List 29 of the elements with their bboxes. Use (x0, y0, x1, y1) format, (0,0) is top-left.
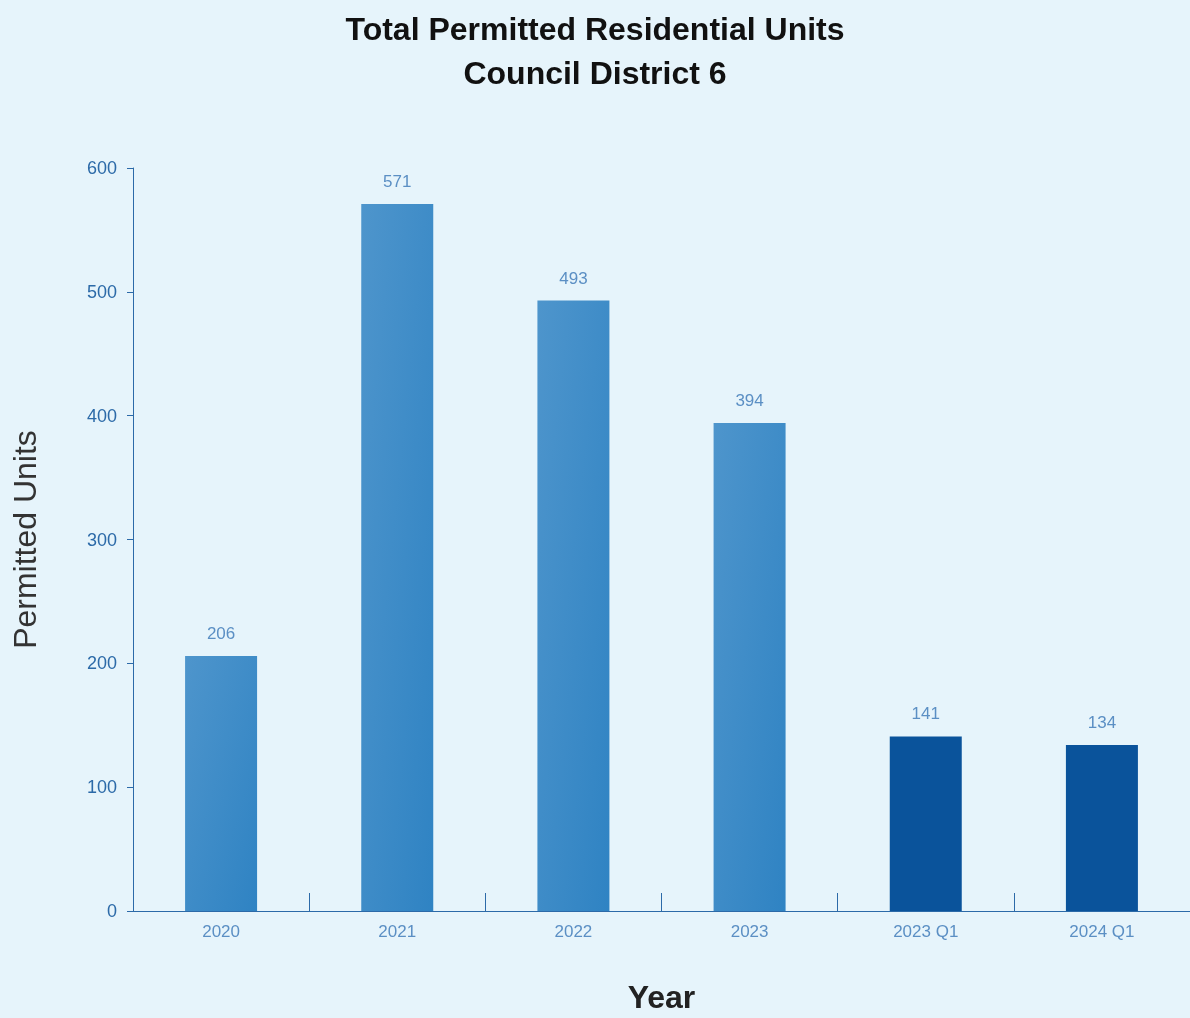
data-label: 206 (206, 623, 236, 643)
y-tick-label: 200 (86, 653, 117, 674)
x-tick-label: 2021 (378, 922, 417, 941)
data-label: 134 (1087, 713, 1117, 733)
x-tick-label: 2023 Q1 (893, 922, 959, 941)
data-label: 141 (911, 704, 940, 724)
y-tick-label: 300 (86, 529, 117, 550)
bar (713, 423, 786, 911)
bar (361, 203, 434, 911)
y-tick-label: 600 (86, 158, 117, 178)
bar (537, 300, 610, 911)
x-axis-title: Year (627, 979, 696, 1015)
bar (1065, 745, 1138, 911)
x-tick-label: 2023 (730, 922, 769, 941)
y-tick-label: 400 (86, 405, 117, 426)
chart-title: Total Permitted Residential Units (345, 11, 845, 47)
y-tick-label: 100 (86, 777, 117, 798)
data-label: 571 (383, 171, 412, 191)
bar (889, 736, 962, 911)
x-tick-label: 2024 Q1 (1069, 922, 1135, 941)
chart-subtitle: Council District 6 (463, 55, 727, 91)
data-label: 493 (559, 268, 588, 288)
y-tick-label: 0 (106, 901, 117, 921)
x-tick-label: 2022 (554, 922, 593, 941)
y-axis-title: Permitted Units (7, 430, 43, 649)
data-label: 394 (735, 391, 764, 411)
bar (185, 655, 258, 911)
y-tick-label: 500 (86, 281, 117, 302)
x-tick-label: 2020 (202, 922, 240, 941)
